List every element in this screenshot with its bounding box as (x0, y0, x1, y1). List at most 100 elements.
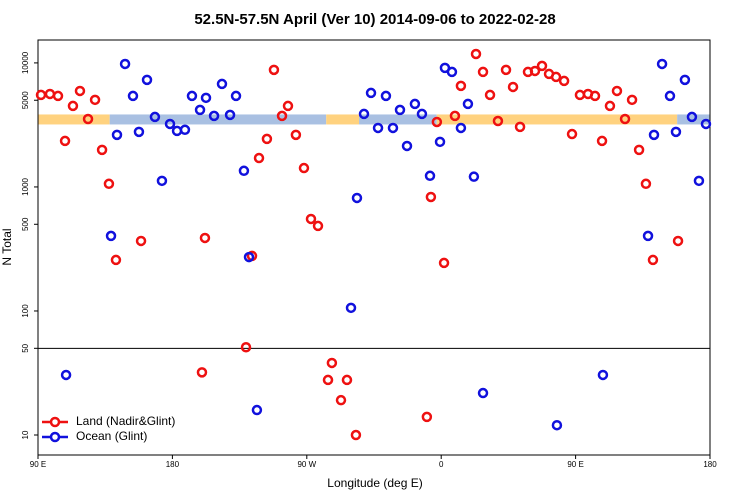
data-point (421, 411, 433, 423)
data-point (60, 369, 72, 381)
data-point (492, 115, 504, 127)
data-point (640, 178, 652, 190)
data-point (446, 66, 458, 78)
data-point (52, 90, 64, 102)
data-point (693, 175, 705, 187)
data-point (409, 98, 421, 110)
data-point (35, 89, 47, 101)
data-point (470, 48, 482, 60)
data-point (312, 220, 324, 232)
data-point (604, 100, 616, 112)
data-point (135, 235, 147, 247)
data-point (103, 178, 115, 190)
data-point (200, 92, 212, 104)
x-tick-label: 90 W (297, 460, 316, 469)
data-point (105, 230, 117, 242)
data-point (243, 251, 255, 263)
data-point (127, 90, 139, 102)
y-tick-label: 10000 (21, 51, 30, 74)
surface-band (326, 114, 360, 125)
data-point (240, 341, 252, 353)
data-point (626, 94, 638, 106)
data-point (196, 367, 208, 378)
y-tick-label: 100 (21, 304, 30, 318)
data-point (558, 75, 570, 87)
legend-label: Ocean (Glint) (76, 429, 147, 443)
data-point (351, 192, 363, 204)
legend-label: Land (Nadir&Glint) (76, 414, 175, 428)
data-point (477, 387, 489, 399)
data-point (431, 116, 443, 128)
data-point (679, 74, 691, 86)
data-point (387, 122, 399, 134)
data-point (251, 404, 263, 416)
data-point (619, 113, 631, 125)
data-point (141, 74, 153, 86)
data-point (74, 85, 86, 97)
legend-marker (49, 431, 61, 443)
surface-band (38, 114, 110, 125)
data-point (438, 257, 450, 269)
data-point (551, 419, 563, 431)
plot-frame (37, 39, 711, 456)
data-point (268, 64, 280, 76)
data-point (322, 374, 334, 386)
x-tick-label: 0 (439, 460, 444, 469)
data-point (468, 171, 480, 182)
data-point (89, 94, 101, 106)
data-point (341, 374, 353, 386)
data-point (449, 110, 461, 122)
data-point (326, 357, 338, 369)
data-point (111, 129, 123, 141)
y-tick-label: 5000 (21, 91, 30, 109)
data-point (282, 100, 294, 112)
data-point (574, 89, 586, 101)
data-point (133, 126, 145, 138)
data-point (597, 369, 609, 381)
data-point (208, 110, 220, 122)
data-point (224, 109, 236, 121)
y-tick-label: 500 (21, 217, 30, 231)
data-point (298, 162, 310, 174)
data-point (365, 87, 377, 99)
data-point (648, 129, 660, 141)
data-point (96, 144, 108, 156)
data-point (44, 88, 56, 100)
data-point (380, 90, 392, 102)
y-axis-label: N Total (0, 228, 14, 265)
data-point (290, 129, 302, 141)
data-point (536, 60, 548, 72)
data-point (119, 58, 131, 70)
y-tick-label: 10 (21, 430, 30, 439)
data-point (425, 191, 437, 203)
data-point (596, 135, 608, 147)
data-point (455, 80, 467, 92)
data-point (416, 108, 428, 120)
data-point (149, 111, 161, 123)
data-point (672, 235, 684, 247)
data-point (500, 64, 512, 76)
data-point (179, 124, 191, 136)
data-point (253, 152, 265, 164)
data-point (230, 90, 242, 102)
data-point (194, 104, 206, 116)
data-point (484, 89, 496, 101)
chart-title: 52.5N-57.5N April (Ver 10) 2014-09-06 to… (194, 11, 555, 28)
data-point (186, 90, 198, 102)
legend-marker (49, 416, 61, 428)
x-tick-label: 180 (703, 460, 717, 469)
data-point (642, 230, 654, 242)
data-point (686, 111, 698, 123)
y-tick-label: 50 (21, 343, 30, 352)
data-point (156, 175, 168, 187)
x-axis-label: Longitude (deg E) (327, 476, 422, 490)
data-point (199, 232, 211, 244)
data-point (656, 58, 668, 70)
data-point (514, 121, 526, 133)
data-point (59, 135, 71, 147)
x-tick-label: 90 E (30, 460, 46, 469)
data-point (424, 170, 436, 182)
data-point (305, 213, 317, 225)
data-point (335, 394, 347, 406)
data-point (67, 100, 79, 112)
